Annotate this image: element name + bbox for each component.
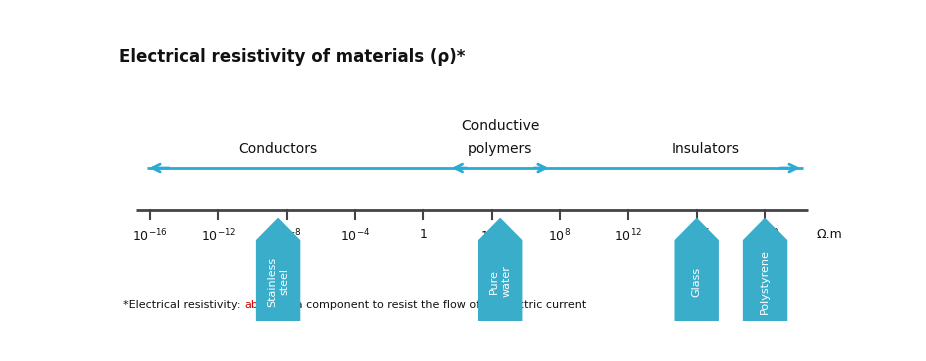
Text: Glass: Glass	[692, 266, 702, 296]
Text: *Electrical resistivity:: *Electrical resistivity:	[123, 300, 244, 310]
Text: polymers: polymers	[468, 142, 532, 156]
Text: $10^{20}$: $10^{20}$	[751, 228, 780, 245]
Text: of a component to resist the flow of an electric current: of a component to resist the flow of an …	[278, 300, 586, 310]
Text: Ω.m: Ω.m	[817, 228, 842, 241]
Text: $10^{12}$: $10^{12}$	[614, 228, 643, 245]
Polygon shape	[478, 218, 522, 323]
Polygon shape	[256, 218, 300, 323]
Text: $10^{-12}$: $10^{-12}$	[201, 228, 236, 245]
Text: Stainless
steel: Stainless steel	[267, 256, 289, 306]
Text: $10^{4}$: $10^{4}$	[481, 228, 503, 245]
Text: Electrical resistivity of materials (ρ)*: Electrical resistivity of materials (ρ)*	[119, 48, 466, 66]
Text: $10^{-4}$: $10^{-4}$	[340, 228, 370, 245]
Text: $10^{-8}$: $10^{-8}$	[271, 228, 302, 245]
Text: Conductors: Conductors	[239, 142, 318, 156]
Text: $10^{16}$: $10^{16}$	[682, 228, 711, 245]
Polygon shape	[743, 218, 787, 323]
Text: $10^{-16}$: $10^{-16}$	[132, 228, 168, 245]
Text: ability: ability	[244, 300, 278, 310]
Text: $1$: $1$	[419, 228, 428, 241]
Text: Conductive: Conductive	[461, 119, 539, 134]
Polygon shape	[674, 218, 719, 323]
Text: Insulators: Insulators	[671, 142, 739, 156]
Text: Polystyrene: Polystyrene	[760, 249, 770, 314]
Text: Pure
water: Pure water	[489, 266, 511, 297]
Text: $10^{8}$: $10^{8}$	[548, 228, 571, 245]
